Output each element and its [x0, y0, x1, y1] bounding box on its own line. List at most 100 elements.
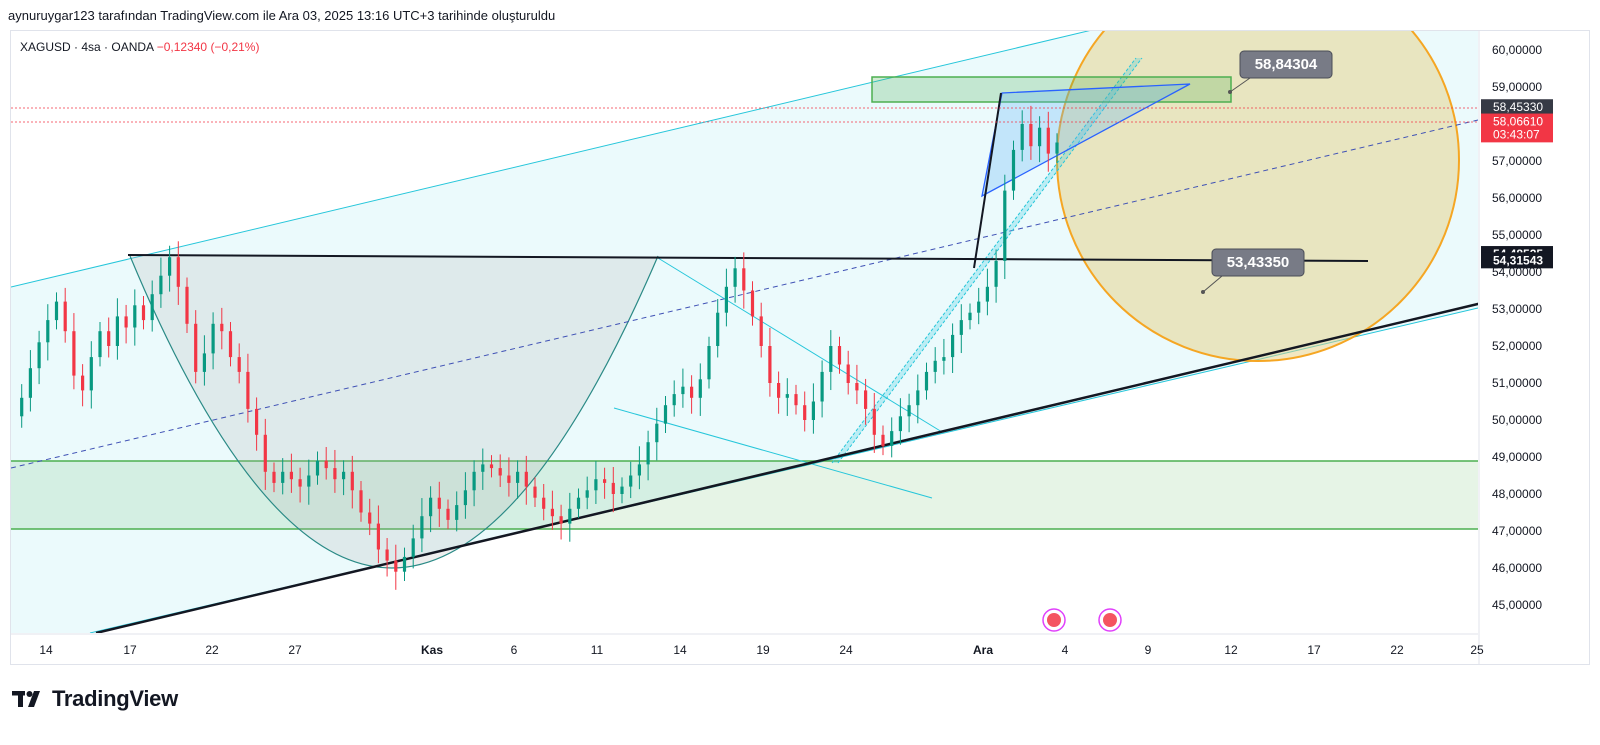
- candle-body[interactable]: [315, 460, 320, 476]
- candle-body[interactable]: [803, 405, 807, 420]
- candle-body[interactable]: [1020, 124, 1024, 150]
- candle-body[interactable]: [542, 497, 546, 509]
- candle-body[interactable]: [568, 508, 572, 524]
- candle-body[interactable]: [733, 268, 737, 287]
- candle-body[interactable]: [455, 505, 459, 520]
- candle-body[interactable]: [716, 312, 720, 346]
- candle-body[interactable]: [1029, 124, 1033, 147]
- candle-body[interactable]: [750, 290, 755, 317]
- candle-body[interactable]: [924, 371, 929, 391]
- callout-box[interactable]: [1239, 50, 1333, 79]
- candle-body[interactable]: [898, 416, 902, 432]
- candle-body[interactable]: [176, 257, 180, 287]
- candle-body[interactable]: [437, 497, 441, 509]
- candle-body[interactable]: [307, 475, 311, 487]
- candle-body[interactable]: [63, 301, 67, 332]
- candle-body[interactable]: [211, 323, 215, 354]
- candle-body[interactable]: [516, 471, 520, 483]
- candle-body[interactable]: [864, 390, 868, 409]
- candle-body[interactable]: [620, 486, 624, 494]
- candle-body[interactable]: [263, 434, 267, 472]
- candle-body[interactable]: [672, 394, 676, 406]
- neckline[interactable]: [127, 254, 1369, 262]
- cup-arc[interactable]: [129, 255, 659, 569]
- candle-body[interactable]: [72, 331, 76, 376]
- candle-body[interactable]: [629, 475, 633, 487]
- candle-body[interactable]: [1003, 190, 1007, 261]
- candle-body[interactable]: [1055, 142, 1059, 154]
- candle-body[interactable]: [959, 320, 963, 335]
- candle-body[interactable]: [28, 368, 32, 398]
- candle-body[interactable]: [472, 471, 476, 491]
- flag-upper-line[interactable]: [657, 257, 943, 433]
- candle-body[interactable]: [289, 471, 293, 480]
- candle-body[interactable]: [524, 471, 528, 487]
- candle-body[interactable]: [20, 397, 24, 417]
- candle-body[interactable]: [594, 479, 598, 491]
- candle-body[interactable]: [846, 364, 850, 384]
- candle-body[interactable]: [777, 383, 781, 398]
- candle-body[interactable]: [281, 471, 285, 483]
- candle-body[interactable]: [637, 464, 641, 476]
- candle-body[interactable]: [324, 460, 328, 469]
- candle-body[interactable]: [246, 371, 250, 409]
- candle-body[interactable]: [603, 479, 607, 483]
- candle-body[interactable]: [272, 471, 276, 483]
- candle-body[interactable]: [681, 386, 685, 395]
- candle-body[interactable]: [394, 560, 398, 572]
- candle-body[interactable]: [333, 468, 337, 480]
- pennant-triangle[interactable]: [981, 83, 1191, 198]
- candle-body[interactable]: [402, 556, 407, 572]
- candle-body[interactable]: [811, 401, 815, 421]
- candle-body[interactable]: [794, 394, 798, 406]
- candle-body[interactable]: [124, 316, 128, 328]
- candle-body[interactable]: [133, 305, 137, 328]
- candle-body[interactable]: [420, 516, 424, 539]
- candle-body[interactable]: [881, 434, 885, 446]
- candle-body[interactable]: [576, 497, 581, 509]
- candle-body[interactable]: [350, 471, 354, 491]
- candle-body[interactable]: [742, 268, 746, 291]
- candle-body[interactable]: [168, 257, 172, 276]
- candle-body[interactable]: [655, 423, 659, 443]
- candle-body[interactable]: [150, 294, 154, 321]
- channel-upper-line[interactable]: [11, 30, 1092, 288]
- candle-body[interactable]: [698, 379, 702, 398]
- candle-body[interactable]: [707, 346, 711, 380]
- candle-body[interactable]: [933, 360, 937, 372]
- candle-body[interactable]: [376, 523, 380, 550]
- candle-body[interactable]: [498, 468, 502, 476]
- candle-body[interactable]: [37, 342, 41, 369]
- chart-frame[interactable]: [10, 30, 1590, 665]
- candle-body[interactable]: [463, 490, 467, 506]
- candle-body[interactable]: [890, 431, 894, 446]
- candle-body[interactable]: [298, 479, 302, 487]
- candle-body[interactable]: [1046, 127, 1050, 154]
- candle-body[interactable]: [359, 490, 363, 513]
- candle-body[interactable]: [837, 346, 842, 365]
- candle-body[interactable]: [237, 357, 241, 372]
- callout-box[interactable]: [1211, 248, 1305, 277]
- candle-body[interactable]: [228, 331, 233, 358]
- candle-body[interactable]: [985, 286, 989, 302]
- candle-body[interactable]: [663, 405, 668, 424]
- candle-body[interactable]: [194, 323, 198, 372]
- candle-body[interactable]: [1038, 127, 1042, 147]
- support-zone[interactable]: [11, 461, 1478, 529]
- candle-body[interactable]: [368, 512, 372, 524]
- resistance-box[interactable]: [871, 76, 1232, 103]
- candle-body[interactable]: [220, 323, 224, 332]
- candle-body[interactable]: [429, 497, 433, 517]
- candle-body[interactable]: [550, 508, 554, 517]
- candle-body[interactable]: [559, 516, 563, 524]
- candle-body[interactable]: [977, 301, 981, 313]
- candle-body[interactable]: [951, 334, 955, 358]
- candle-body[interactable]: [759, 316, 763, 346]
- candle-body[interactable]: [690, 386, 694, 398]
- major-trendline[interactable]: [95, 302, 1482, 633]
- candle-body[interactable]: [46, 320, 50, 343]
- candle-body[interactable]: [107, 331, 111, 346]
- candle-body[interactable]: [185, 286, 189, 324]
- candle-body[interactable]: [89, 357, 93, 391]
